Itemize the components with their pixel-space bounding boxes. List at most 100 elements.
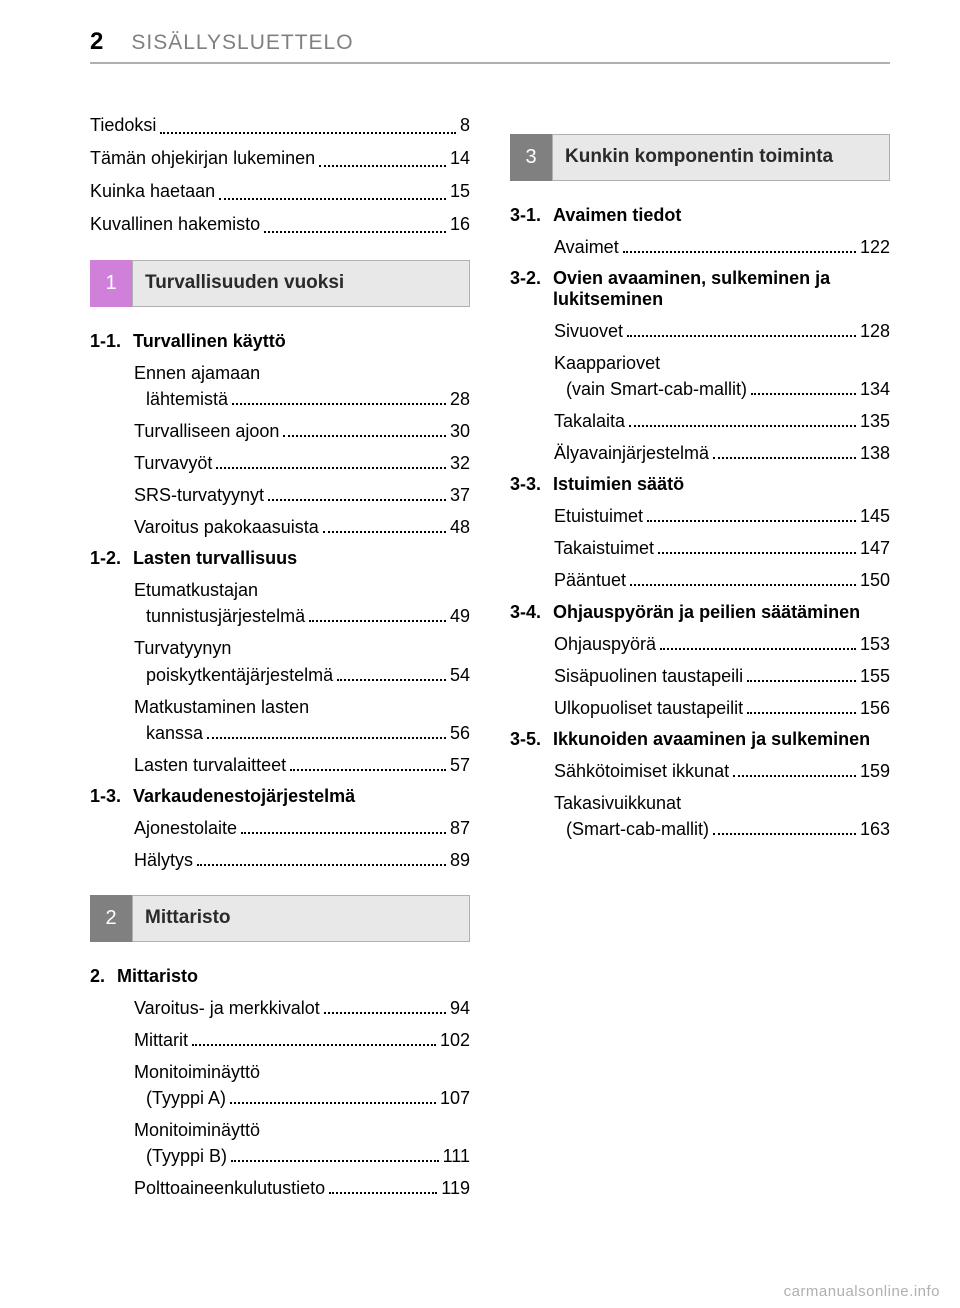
toc-entry-line: Monitoiminäyttö [134, 1059, 470, 1085]
intro-label: Kuvallinen hakemisto [90, 211, 260, 238]
toc-entry-line: Takasivuikkunat [554, 790, 890, 816]
toc-entry-line: Ohjauspyörä153 [554, 631, 890, 657]
toc-entry-label: Ennen ajamaan [134, 360, 260, 386]
toc-entry-label: Sivuovet [554, 318, 623, 344]
toc-entry-label: Ulkopuoliset taustapeilit [554, 695, 743, 721]
toc-entry-label: Sähkötoimiset ikkunat [554, 758, 729, 784]
toc-entry: Takalaita135 [554, 408, 890, 434]
toc-entry: Polttoaineenkulutustieto119 [134, 1175, 470, 1201]
toc-entry-page: 49 [450, 603, 470, 629]
toc-entry-line: Kaappariovet [554, 350, 890, 376]
toc-entry-label: Polttoaineenkulutustieto [134, 1175, 325, 1201]
subsection-heading: 3-2. Ovien avaaminen, sulkeminen ja lukit… [510, 268, 890, 310]
subsection-number: 2. [90, 966, 105, 987]
toc-entry-label: (Smart-cab-mallit) [554, 816, 709, 842]
intro-entry: Tämän ohjekirjan lukeminen14 [90, 145, 470, 172]
toc-entry-page: 87 [450, 815, 470, 841]
leader-dots [231, 1160, 439, 1162]
intro-entry: Kuinka haetaan15 [90, 178, 470, 205]
subsection-title: Mittaristo [117, 966, 470, 987]
toc-entry-label: Ajonestolaite [134, 815, 237, 841]
subsection-heading: 2. Mittaristo [90, 966, 470, 987]
toc-entry: Pääntuet150 [554, 567, 890, 593]
leader-dots [324, 1012, 446, 1014]
toc-entry-page: 128 [860, 318, 890, 344]
subsection-heading: 3-3.Istuimien säätö [510, 474, 890, 495]
toc-entry: Takasivuikkunat(Smart-cab-mallit) 163 [554, 790, 890, 842]
toc-entry-label: (vain Smart-cab-mallit) [554, 376, 747, 402]
leader-dots [660, 648, 856, 650]
toc-entry-page: 163 [860, 816, 890, 842]
toc-entry: Ajonestolaite 87 [134, 815, 470, 841]
leader-dots [160, 112, 456, 134]
toc-entry-label: Varoitus- ja merkkivalot [134, 995, 320, 1021]
toc-entry: Takaistuimet 147 [554, 535, 890, 561]
toc-entry-line: Ajonestolaite 87 [134, 815, 470, 841]
toc-entry-label: (Tyyppi B) [134, 1143, 227, 1169]
toc-entry-line: lähtemistä28 [134, 386, 470, 412]
toc-entry-label: Mittarit [134, 1027, 188, 1053]
leader-dots [713, 833, 856, 835]
leader-dots [329, 1192, 437, 1194]
leader-dots [658, 552, 856, 554]
right-column: 3Kunkin komponentin toiminta3-1.Avaimen … [510, 112, 890, 1207]
toc-entry: Etuistuimet145 [554, 503, 890, 529]
toc-entry-line: (Tyyppi A)107 [134, 1085, 470, 1111]
toc-entry-line: Polttoaineenkulutustieto119 [134, 1175, 470, 1201]
subsection-number: 3-1. [510, 205, 541, 226]
toc-entry: Sisäpuolinen taustapeili155 [554, 663, 890, 689]
toc-entry-label: (Tyyppi A) [134, 1085, 226, 1111]
leader-dots [197, 864, 446, 866]
toc-entry: Etumatkustajantunnistusjärjestelmä49 [134, 577, 470, 629]
leader-dots [264, 211, 446, 233]
toc-entry-label: Turvalliseen ajoon [134, 418, 279, 444]
subsection-number: 3-5. [510, 729, 541, 750]
toc-entry-label: Lasten turvalaitteet [134, 752, 286, 778]
toc-entry-line: Turvalliseen ajoon30 [134, 418, 470, 444]
leader-dots [629, 425, 856, 427]
left-column: Tiedoksi 8 Tämän ohjekirjan lukeminen14 Kui… [90, 112, 470, 1207]
subsection-title: Ikkunoiden avaaminen ja sulkeminen [553, 729, 890, 750]
toc-entry-label: poiskytkentäjärjestelmä [134, 662, 333, 688]
leader-dots [747, 712, 856, 714]
toc-entry: SRS-turvatyynyt37 [134, 482, 470, 508]
intro-page: 15 [450, 178, 470, 205]
toc-entry-line: Hälytys89 [134, 847, 470, 873]
leader-dots [323, 531, 446, 533]
toc-entry-label: Etuistuimet [554, 503, 643, 529]
intro-entry: Tiedoksi 8 [90, 112, 470, 139]
toc-entry-line: (vain Smart-cab-mallit)134 [554, 376, 890, 402]
subsection-heading: 1-1.Turvallinen käyttö [90, 331, 470, 352]
toc-entry-line: Takaistuimet 147 [554, 535, 890, 561]
subsection-number: 3-2. [510, 268, 541, 310]
toc-entry: Lasten turvalaitteet57 [134, 752, 470, 778]
toc-entry: Ulkopuoliset taustapeilit156 [554, 695, 890, 721]
page-number: 2 [90, 28, 103, 56]
toc-entry-page: 147 [860, 535, 890, 561]
subsection-title: Lasten turvallisuus [133, 548, 470, 569]
leader-dots [192, 1044, 436, 1046]
toc-entry-line: Ulkopuoliset taustapeilit156 [554, 695, 890, 721]
header-rule [90, 62, 890, 64]
leader-dots [241, 832, 446, 834]
toc-entry: Älyavainjärjestelmä138 [554, 440, 890, 466]
toc-entry-line: Mittarit102 [134, 1027, 470, 1053]
toc-entry-label: Turvavyöt [134, 450, 212, 476]
intro-page: 8 [460, 112, 470, 139]
toc-entry-line: Turvatyynyn [134, 635, 470, 661]
toc-entry: Avaimet122 [554, 234, 890, 260]
intro-page: 16 [450, 211, 470, 238]
subsection-title: Ovien avaaminen, sulkeminen ja lukitsemi… [553, 268, 890, 310]
intro-label: Tiedoksi [90, 112, 156, 139]
leader-dots [219, 178, 446, 200]
toc-entry-page: 122 [860, 234, 890, 260]
toc-entry: Monitoiminäyttö(Tyyppi B)111 [134, 1117, 470, 1169]
toc-entry-label: Takaistuimet [554, 535, 654, 561]
toc-entry-line: Lasten turvalaitteet57 [134, 752, 470, 778]
section-number: 2 [90, 895, 132, 942]
toc-entry-line: Varoitus pakokaasuista48 [134, 514, 470, 540]
toc-entry-line: Sisäpuolinen taustapeili155 [554, 663, 890, 689]
toc-entry: Kaappariovet(vain Smart-cab-mallit)134 [554, 350, 890, 402]
toc-entry-page: 153 [860, 631, 890, 657]
toc-entry-line: Varoitus- ja merkkivalot94 [134, 995, 470, 1021]
